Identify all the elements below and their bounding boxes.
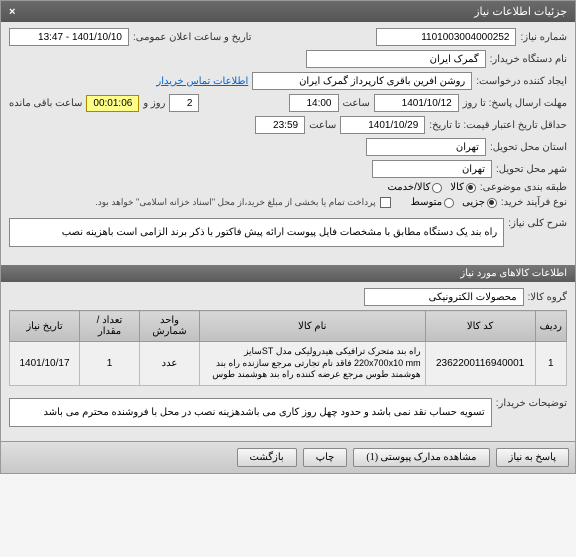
buyer-notes-label: توضیحات خریدار: xyxy=(496,394,567,409)
panel-title: جزئیات اطلاعات نیاز xyxy=(474,5,567,18)
days-and: روز و xyxy=(143,98,165,109)
validity-date: 1401/10/29 xyxy=(340,116,425,134)
announce-label: تاریخ و ساعت اعلان عمومی: xyxy=(133,32,252,43)
countdown-timer: 00:01:06 xyxy=(86,95,139,112)
purchase-medium-radio[interactable]: متوسط xyxy=(411,197,454,208)
deadline-label: مهلت ارسال پاسخ: تا روز xyxy=(463,98,567,109)
print-button[interactable]: چاپ xyxy=(303,448,348,467)
time-label-1: ساعت xyxy=(343,98,370,109)
category-service-radio[interactable]: کالا/خدمت xyxy=(387,182,442,193)
radio-icon xyxy=(466,183,476,193)
province-label: استان محل تحویل: xyxy=(490,142,567,153)
validity-time: 23:59 xyxy=(255,116,305,134)
cell-code: 2362200116940001 xyxy=(425,342,535,386)
countdown-days: 2 xyxy=(169,94,199,112)
radio-icon xyxy=(444,198,454,208)
time-label-2: ساعت xyxy=(309,120,336,131)
col-date: تاریخ نیاز xyxy=(10,311,80,342)
request-no-value: 1101003004000252 xyxy=(376,28,516,46)
col-qty: تعداد / مقدار xyxy=(80,311,140,342)
main-panel: جزئیات اطلاعات نیاز × شماره نیاز: 110100… xyxy=(0,0,576,474)
desc-value: راه بند یک دستگاه مطابق با مشخصات فایل پ… xyxy=(9,218,504,247)
footer-bar: پاسخ به نیاز مشاهده مدارک پیوستی (1) چاپ… xyxy=(1,441,575,473)
desc-label: شرح کلی نیاز: xyxy=(508,214,567,229)
details-section: شماره نیاز: 1101003004000252 تاریخ و ساع… xyxy=(1,22,575,261)
creator-label: ایجاد کننده درخواست: xyxy=(476,76,567,87)
buyer-notes-value: تسویه حساب نقد نمی باشد و حدود چهل روز ک… xyxy=(9,398,492,427)
attachments-button[interactable]: مشاهده مدارک پیوستی (1) xyxy=(353,448,489,467)
validity-label: حداقل تاریخ اعتبار قیمت: تا تاریخ: xyxy=(429,120,567,131)
purchase-minor-radio[interactable]: جزیی xyxy=(462,197,497,208)
creator-value: روشن افرین باقری کارپرداز گمرک ایران xyxy=(252,72,472,90)
back-button[interactable]: بازگشت xyxy=(237,448,297,467)
treasury-checkbox[interactable] xyxy=(380,197,391,208)
cell-qty: 1 xyxy=(80,342,140,386)
category-goods-radio[interactable]: کالا xyxy=(450,182,476,193)
group-value: محصولات الکترونیکی xyxy=(364,288,524,306)
city-value: تهران xyxy=(372,160,492,178)
category-label: طبقه بندی موضوعی: xyxy=(480,182,567,193)
items-section: گروه کالا: محصولات الکترونیکی ردیف کد کا… xyxy=(1,282,575,441)
remaining-label: ساعت باقی مانده xyxy=(9,98,82,109)
request-no-label: شماره نیاز: xyxy=(520,32,567,43)
radio-icon xyxy=(487,198,497,208)
cell-date: 1401/10/17 xyxy=(10,342,80,386)
items-table: ردیف کد کالا نام کالا واحد شمارش تعداد /… xyxy=(9,310,567,386)
panel-header: جزئیات اطلاعات نیاز × xyxy=(1,1,575,22)
purchase-label: نوع فرآیند خرید: xyxy=(501,197,567,208)
purchase-note: پرداخت تمام یا بخشی از مبلغ خرید،از محل … xyxy=(95,197,375,208)
announce-value: 1401/10/10 - 13:47 xyxy=(9,28,129,46)
purchase-radio-group: جزیی متوسط xyxy=(411,197,497,208)
col-unit: واحد شمارش xyxy=(140,311,200,342)
deadline-time: 14:00 xyxy=(289,94,339,112)
col-name: نام کالا xyxy=(200,311,426,342)
col-row: ردیف xyxy=(535,311,566,342)
reply-button[interactable]: پاسخ به نیاز xyxy=(496,448,570,467)
cell-idx: 1 xyxy=(535,342,566,386)
col-code: کد کالا xyxy=(425,311,535,342)
deadline-date: 1401/10/12 xyxy=(374,94,459,112)
table-header-row: ردیف کد کالا نام کالا واحد شمارش تعداد /… xyxy=(10,311,567,342)
table-row: 1 2362200116940001 راه بند متحرک ترافیکی… xyxy=(10,342,567,386)
org-value: گمرک ایران xyxy=(306,50,486,68)
category-radio-group: کالا کالا/خدمت xyxy=(387,182,475,193)
province-value: تهران xyxy=(366,138,486,156)
city-label: شهر محل تحویل: xyxy=(496,164,567,175)
radio-icon xyxy=(432,183,442,193)
cell-unit: عدد xyxy=(140,342,200,386)
org-label: نام دستگاه خریدار: xyxy=(490,54,567,65)
cell-name: راه بند متحرک ترافیکی هیدرولیکی مدل STسا… xyxy=(200,342,426,386)
contact-link[interactable]: اطلاعات تماس خریدار xyxy=(156,76,248,87)
close-icon[interactable]: × xyxy=(9,6,15,18)
items-header: اطلاعات کالاهای مورد نیاز xyxy=(1,265,575,282)
group-label: گروه کالا: xyxy=(528,292,567,303)
